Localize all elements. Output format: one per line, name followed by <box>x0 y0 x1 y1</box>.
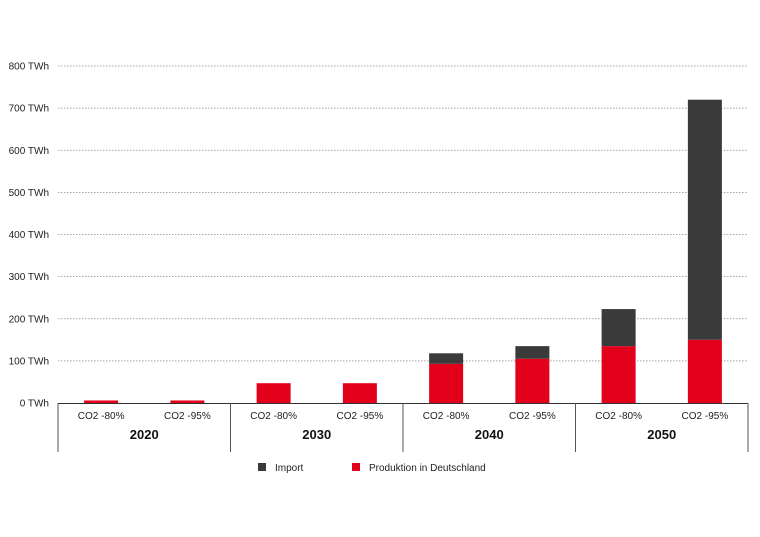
legend: Import Produktion in Deutschland <box>258 463 486 474</box>
y-tick-label: 700 TWh <box>9 104 49 115</box>
y-axis-ticks: 0 TWh 100 TWh 200 TWh 300 TWh 400 TWh 500 TWh… <box>9 62 49 410</box>
category-label: CO2 -80% <box>595 411 642 422</box>
category-label: CO2 -95% <box>337 411 384 422</box>
bar-produktion <box>429 363 464 403</box>
y-tick-label: 300 TWh <box>9 272 49 283</box>
group-label: 2040 <box>475 427 504 442</box>
category-label: CO2 -95% <box>682 411 729 422</box>
category-label: CO2 -80% <box>250 411 297 422</box>
bar-produktion <box>84 400 119 403</box>
category-labels: CO2 -80% CO2 -95% CO2 -80% CO2 -95% CO2 -80%… <box>78 411 729 422</box>
group-labels: 2020 2030 2040 2050 <box>130 427 676 442</box>
y-tick-label: 200 TWh <box>9 314 49 325</box>
y-tick-label: 0 TWh <box>20 399 49 410</box>
x-axis <box>57 403 749 452</box>
bar-produktion <box>515 358 550 403</box>
category-label: CO2 -80% <box>423 411 470 422</box>
legend-label: Produktion in Deutschland <box>369 463 486 474</box>
legend-swatch <box>352 463 360 471</box>
bar-produktion <box>256 383 291 403</box>
group-label: 2020 <box>130 427 159 442</box>
category-label: CO2 -95% <box>509 411 556 422</box>
bar-import <box>429 353 464 364</box>
grid-layer <box>58 65 748 362</box>
bar-produktion <box>170 400 205 403</box>
y-tick-label: 100 TWh <box>9 356 49 367</box>
bar-import <box>687 99 722 340</box>
legend-label: Import <box>275 463 304 474</box>
y-tick-label: 400 TWh <box>9 230 49 241</box>
bar-produktion <box>601 346 636 403</box>
bar-import <box>601 309 636 347</box>
legend-swatch <box>258 463 266 471</box>
group-label: 2030 <box>302 427 331 442</box>
y-tick-label: 500 TWh <box>9 188 49 199</box>
category-label: CO2 -95% <box>164 411 211 422</box>
y-tick-label: 600 TWh <box>9 146 49 157</box>
y-tick-label: 800 TWh <box>9 62 49 73</box>
bar-produktion <box>687 339 722 403</box>
category-label: CO2 -80% <box>78 411 125 422</box>
group-label: 2050 <box>647 427 676 442</box>
bar-layer <box>84 99 722 403</box>
bar-import <box>515 346 550 359</box>
bar-produktion <box>342 383 377 403</box>
